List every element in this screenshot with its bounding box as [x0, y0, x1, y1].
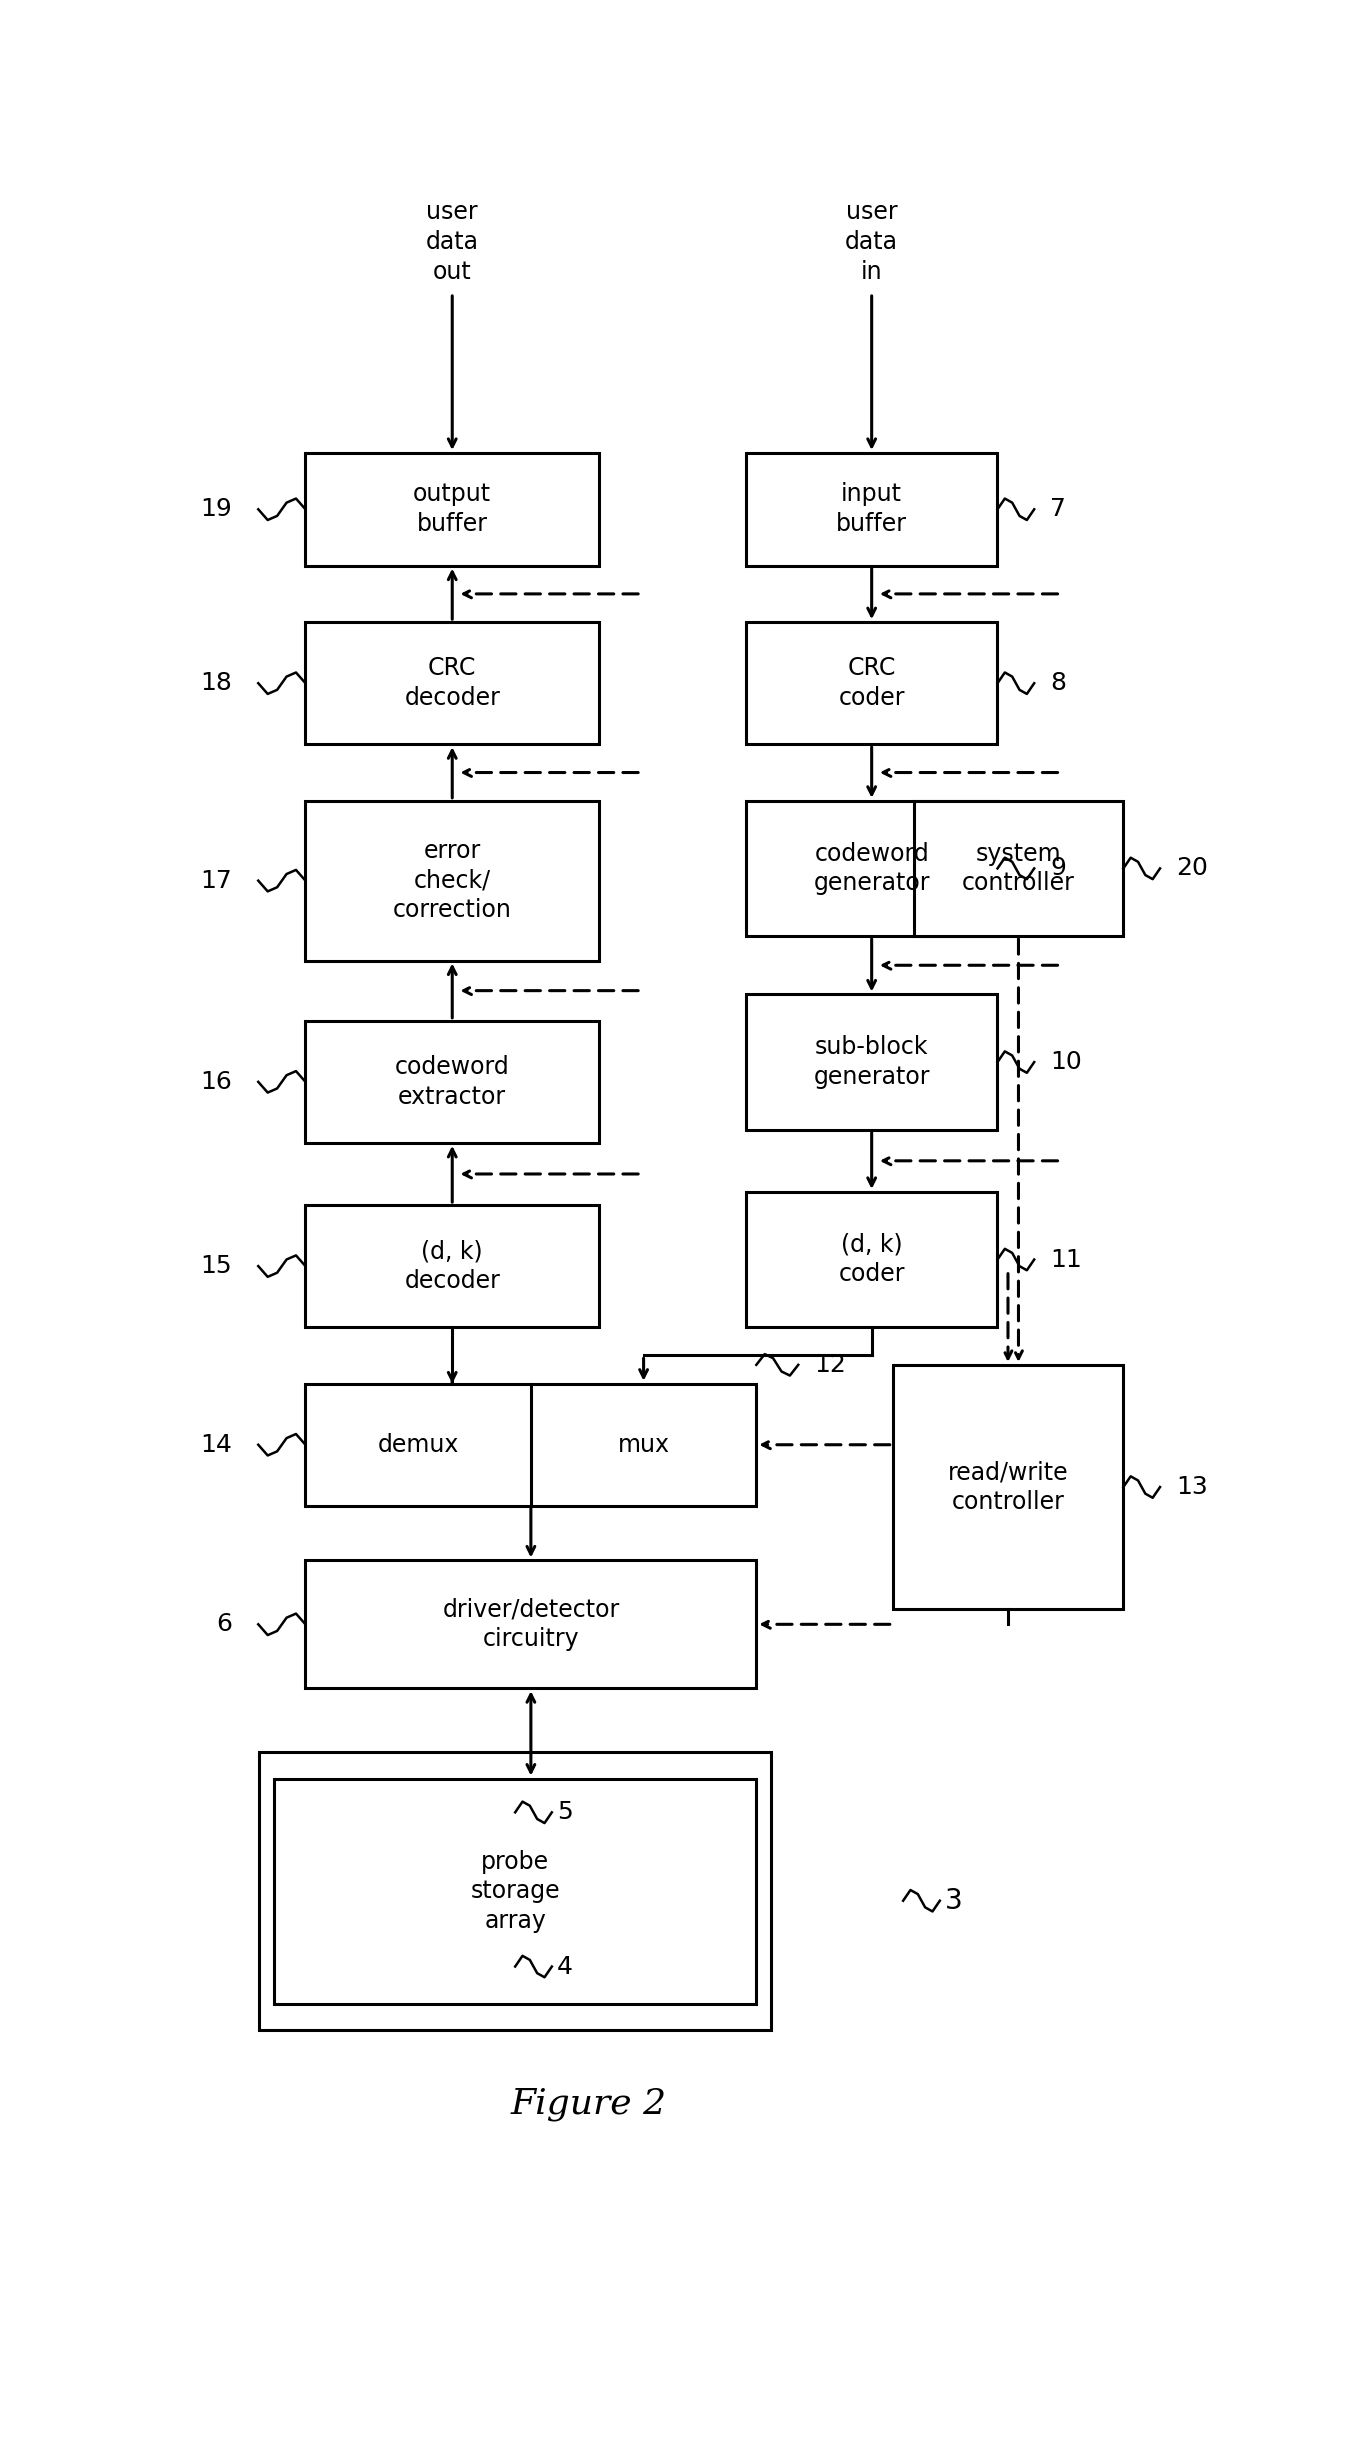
Text: 5: 5 [557, 1800, 572, 1824]
Text: input
buffer: input buffer [836, 484, 907, 537]
Text: 10: 10 [1050, 1050, 1081, 1074]
Text: 11: 11 [1050, 1248, 1081, 1272]
Text: sub-block
generator: sub-block generator [813, 1035, 930, 1089]
Text: system
controller: system controller [962, 842, 1074, 896]
Text: 18: 18 [200, 672, 233, 696]
Text: read/write
controller: read/write controller [947, 1460, 1069, 1514]
Bar [306, 1204, 599, 1326]
Text: error
check/
correction: error check/ correction [392, 840, 511, 923]
Bar [893, 1365, 1123, 1609]
Text: codeword
extractor: codeword extractor [395, 1055, 510, 1109]
Bar [913, 801, 1123, 935]
Text: 15: 15 [200, 1255, 233, 1277]
Text: CRC
coder: CRC coder [839, 657, 905, 711]
Bar [306, 623, 599, 745]
Text: 20: 20 [1176, 857, 1208, 882]
Text: 16: 16 [200, 1070, 233, 1094]
Text: 6: 6 [216, 1612, 233, 1636]
Bar [306, 452, 599, 567]
Text: 14: 14 [200, 1433, 233, 1458]
Text: 19: 19 [200, 498, 233, 520]
Text: 3: 3 [944, 1888, 963, 1915]
Bar [306, 1385, 756, 1507]
Text: mux: mux [617, 1433, 670, 1458]
Text: output
buffer: output buffer [413, 484, 491, 537]
Bar [746, 452, 997, 567]
Bar [746, 801, 997, 935]
Bar [746, 623, 997, 745]
Bar [306, 1021, 599, 1143]
Bar [273, 1778, 756, 2005]
Text: 8: 8 [1050, 672, 1066, 696]
Text: (d, k)
coder: (d, k) coder [839, 1233, 905, 1287]
Bar [260, 1753, 771, 2029]
Text: codeword
generator: codeword generator [813, 842, 930, 896]
Text: demux: demux [377, 1433, 459, 1458]
Text: 9: 9 [1050, 857, 1066, 882]
Bar [746, 994, 997, 1131]
Text: Figure 2: Figure 2 [510, 2088, 667, 2120]
Text: (d, k)
decoder: (d, k) decoder [405, 1238, 501, 1292]
Bar [746, 1192, 997, 1326]
Text: 17: 17 [200, 869, 233, 894]
Bar [306, 801, 599, 960]
Text: 4: 4 [557, 1954, 574, 1978]
Bar [306, 1560, 756, 1687]
Text: user
data
out: user data out [426, 200, 479, 283]
Text: user
data
in: user data in [846, 200, 898, 283]
Text: 7: 7 [1050, 498, 1066, 520]
Text: driver/detector
circuitry: driver/detector circuitry [442, 1597, 620, 1651]
Text: CRC
decoder: CRC decoder [405, 657, 501, 711]
Text: probe
storage
array: probe storage array [471, 1849, 560, 1934]
Text: 12: 12 [815, 1353, 846, 1377]
Text: 13: 13 [1176, 1475, 1207, 1499]
